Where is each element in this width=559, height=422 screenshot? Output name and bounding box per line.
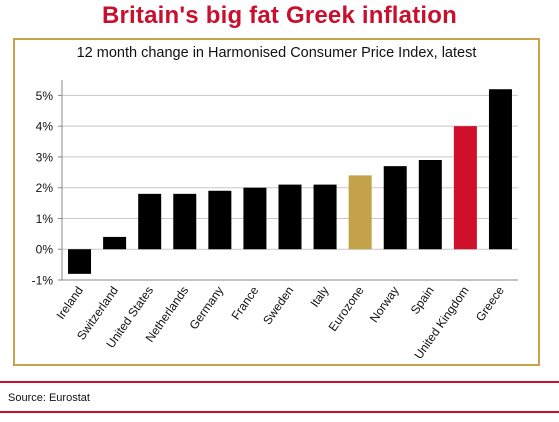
x-tick-label: Greece xyxy=(473,283,507,324)
bar-spain xyxy=(418,160,442,250)
bar-switzerland xyxy=(103,236,127,250)
bar-greece xyxy=(488,89,512,250)
x-tick-label: Spain xyxy=(408,284,437,317)
bar-norway xyxy=(383,166,407,250)
bar-netherlands xyxy=(173,193,197,250)
source-rule-top xyxy=(0,381,559,383)
bar-united-states xyxy=(138,193,162,250)
bar-ireland xyxy=(68,249,92,274)
bar-italy xyxy=(313,184,337,250)
y-tick-label: 0% xyxy=(36,243,54,257)
chart-subtitle: 12 month change in Harmonised Consumer P… xyxy=(76,45,477,61)
y-tick-label: 2% xyxy=(36,181,54,195)
x-tick-label: Sweden xyxy=(260,284,296,328)
bar-eurozone xyxy=(348,175,372,250)
x-tick-label: Italy xyxy=(307,284,331,310)
bar-united-kingdom xyxy=(453,126,477,250)
x-tick-label: Norway xyxy=(367,284,402,325)
y-tick-label: 4% xyxy=(36,120,54,134)
bar-france xyxy=(243,187,267,250)
y-tick-label: 1% xyxy=(36,212,54,226)
bar-germany xyxy=(208,190,232,250)
bar-sweden xyxy=(278,184,302,250)
y-tick-label: 3% xyxy=(36,150,54,164)
x-tick-label: Germany xyxy=(187,284,227,332)
y-tick-label: 5% xyxy=(36,89,54,103)
chart-title: Britain's big fat Greek inflation xyxy=(101,2,458,29)
source-note: Source: Eurostat xyxy=(8,392,90,404)
chart-frame xyxy=(13,38,540,366)
x-tick-label: France xyxy=(228,283,261,322)
x-tick-label: Ireland xyxy=(53,284,86,322)
source-rule-bottom xyxy=(0,411,559,413)
y-tick-label: -1% xyxy=(32,274,54,288)
x-tick-label: Eurozone xyxy=(326,283,367,333)
